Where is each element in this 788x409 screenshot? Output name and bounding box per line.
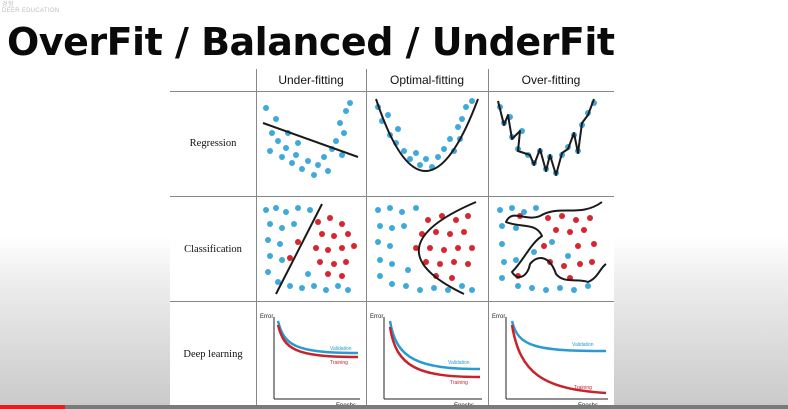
- y-axis-label: Error: [370, 314, 383, 320]
- y-axis-label: Error: [260, 314, 273, 320]
- watermark-logo-text: 경험: [2, 2, 14, 8]
- training-label: Training: [450, 380, 468, 386]
- classification-overfit-plot: [497, 201, 607, 293]
- watermark-channel-name: DEER EDUCATION: [2, 8, 60, 14]
- row-header-deep-learning: Deep learning: [183, 349, 243, 360]
- grid-divider: [488, 69, 489, 409]
- training-label: Training: [330, 360, 348, 366]
- fitting-comparison-figure: Under-fitting Optimal-fitting Over-fitti…: [170, 69, 614, 409]
- grid-divider: [170, 91, 614, 92]
- video-progress-bar[interactable]: [0, 405, 788, 409]
- channel-watermark: 경험 DEER EDUCATION: [2, 2, 59, 14]
- validation-label: Validation: [572, 342, 594, 348]
- regression-overfit-plot: [497, 98, 597, 176]
- regression-underfit-plot: [262, 100, 359, 178]
- y-axis-label: Error: [492, 314, 505, 320]
- grid-divider: [170, 196, 614, 197]
- slide-title: OverFit / Balanced / UnderFit: [7, 20, 615, 64]
- column-header-underfitting: Under-fitting: [278, 73, 344, 87]
- validation-label: Validation: [448, 360, 470, 366]
- deep-learning-optimal-plot: Error Epochs Validation Training: [370, 314, 482, 409]
- grid-divider: [256, 69, 257, 409]
- classification-underfit-plot: [263, 203, 357, 295]
- validation-label: Validation: [330, 346, 352, 352]
- row-header-regression: Regression: [189, 138, 237, 149]
- column-header-overfitting: Over-fitting: [521, 73, 581, 87]
- deep-learning-overfit-plot: Error Epochs Validation Training: [492, 314, 608, 409]
- grid-divider: [170, 301, 614, 302]
- deep-learning-underfit-plot: Error Epochs Validation Training: [260, 314, 360, 409]
- row-header-classification: Classification: [184, 244, 242, 255]
- video-progress-played: [0, 405, 65, 409]
- grid-divider: [366, 69, 367, 409]
- column-header-optimal: Optimal-fitting: [389, 73, 465, 87]
- classification-optimal-plot: [375, 201, 477, 295]
- training-label: Training: [574, 385, 592, 391]
- regression-optimal-plot: [375, 98, 479, 172]
